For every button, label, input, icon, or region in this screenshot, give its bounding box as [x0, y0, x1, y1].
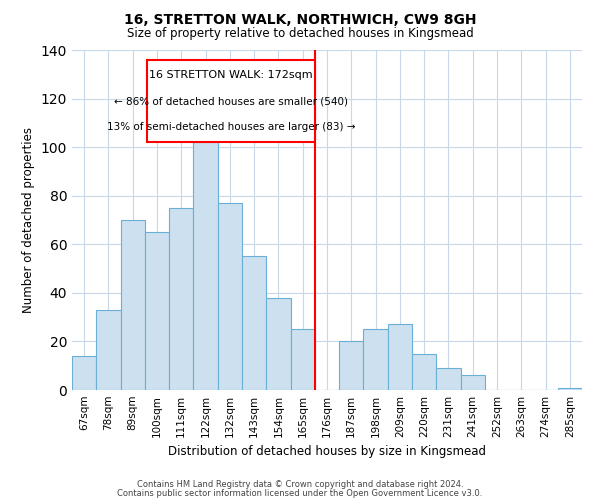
- Bar: [558, 388, 582, 390]
- Bar: [96, 310, 121, 390]
- Text: 16, STRETTON WALK, NORTHWICH, CW9 8GH: 16, STRETTON WALK, NORTHWICH, CW9 8GH: [124, 12, 476, 26]
- Bar: [169, 208, 193, 390]
- Y-axis label: Number of detached properties: Number of detached properties: [22, 127, 35, 313]
- X-axis label: Distribution of detached houses by size in Kingsmead: Distribution of detached houses by size …: [168, 446, 486, 458]
- Text: Size of property relative to detached houses in Kingsmead: Size of property relative to detached ho…: [127, 28, 473, 40]
- Bar: [412, 354, 436, 390]
- Bar: [388, 324, 412, 390]
- Bar: [121, 220, 145, 390]
- Bar: [364, 330, 388, 390]
- Bar: [290, 330, 315, 390]
- Text: 16 STRETTON WALK: 172sqm: 16 STRETTON WALK: 172sqm: [149, 70, 313, 80]
- FancyBboxPatch shape: [147, 60, 315, 142]
- Bar: [339, 342, 364, 390]
- Text: Contains public sector information licensed under the Open Government Licence v3: Contains public sector information licen…: [118, 488, 482, 498]
- Bar: [193, 142, 218, 390]
- Bar: [72, 356, 96, 390]
- Bar: [461, 376, 485, 390]
- Bar: [242, 256, 266, 390]
- Bar: [266, 298, 290, 390]
- Text: 13% of semi-detached houses are larger (83) →: 13% of semi-detached houses are larger (…: [107, 122, 355, 132]
- Bar: [218, 203, 242, 390]
- Text: Contains HM Land Registry data © Crown copyright and database right 2024.: Contains HM Land Registry data © Crown c…: [137, 480, 463, 489]
- Bar: [145, 232, 169, 390]
- Bar: [436, 368, 461, 390]
- Text: ← 86% of detached houses are smaller (540): ← 86% of detached houses are smaller (54…: [114, 96, 348, 106]
